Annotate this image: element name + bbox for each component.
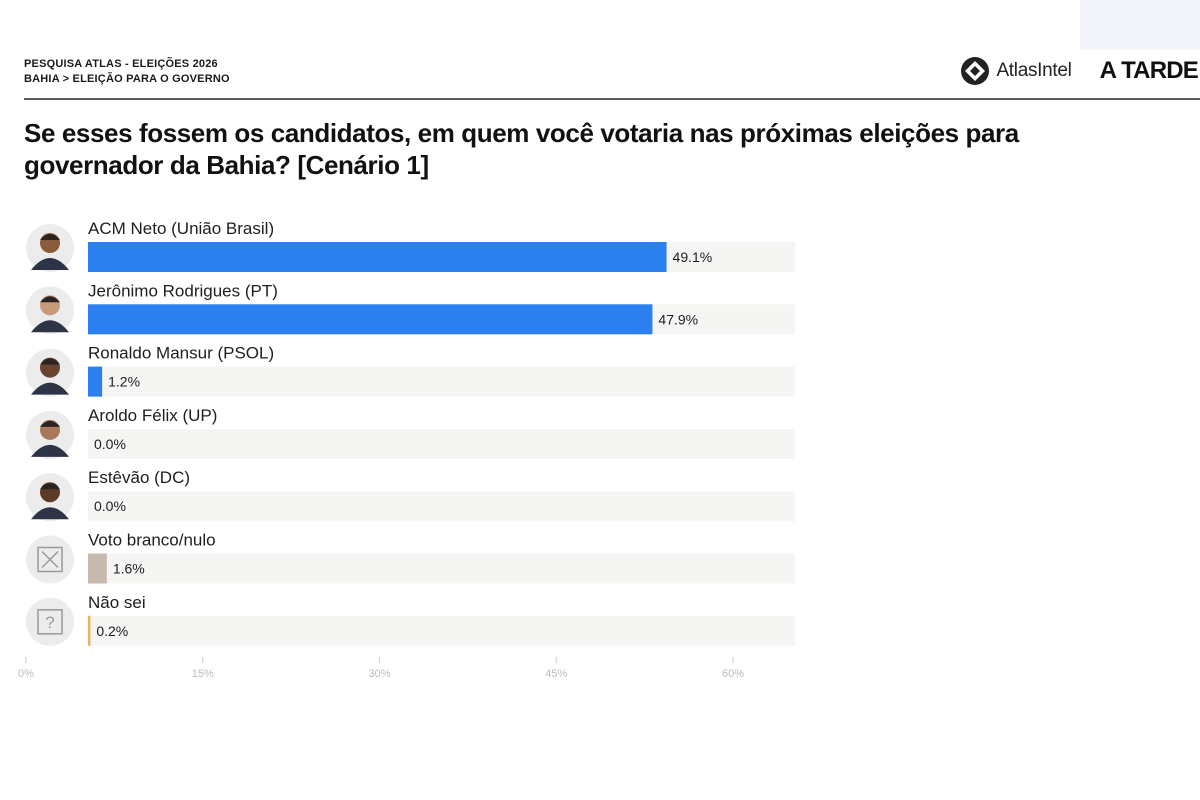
bar-row: ACM Neto (União Brasil) 49.1% xyxy=(26,219,795,272)
category-label: Voto branco/nulo xyxy=(88,531,216,550)
category-label: Jerônimo Rodrigues (PT) xyxy=(88,281,278,300)
bar xyxy=(88,242,667,272)
avatar-person-icon xyxy=(31,482,69,520)
avatar-person-icon xyxy=(31,357,69,395)
atlasintel-logo: AtlasIntel xyxy=(960,56,1072,86)
question-box-icon: ? xyxy=(37,609,63,635)
atarde-logo: A TARDE xyxy=(1099,57,1199,84)
bar-track xyxy=(88,366,795,397)
brand-logos: AtlasIntel A TARDE xyxy=(960,54,1200,88)
breadcrumb: BAHIA > ELEIÇÃO PARA O GOVERNO xyxy=(24,73,230,85)
survey-header: PESQUISA ATLAS - ELEIÇÕES 2026 BAHIA > E… xyxy=(24,57,230,87)
category-label: Aroldo Félix (UP) xyxy=(88,406,217,425)
bar-row: ? Não sei 0.2% xyxy=(26,593,795,646)
value-label: 47.9% xyxy=(658,311,698,327)
survey-title: PESQUISA ATLAS - ELEIÇÕES 2026 xyxy=(24,58,218,70)
chart-title: Se esses fossem os candidatos, em quem v… xyxy=(24,118,1019,180)
x-tick-label: 45% xyxy=(545,668,567,680)
bar xyxy=(88,304,653,335)
category-label: Não sei xyxy=(88,593,146,612)
bar-track xyxy=(88,615,795,646)
value-label: 49.1% xyxy=(673,249,713,265)
bar-row: Aroldo Félix (UP) 0.0% xyxy=(26,406,795,459)
bar-row: Jerônimo Rodrigues (PT) 47.9% xyxy=(26,281,795,335)
bar-row: Voto branco/nulo 1.6% xyxy=(26,531,795,584)
bar-row: Estêvão (DC) 0.0% xyxy=(26,468,795,522)
avatar-person-icon xyxy=(31,233,69,270)
value-label: 1.2% xyxy=(108,374,140,390)
bar-track xyxy=(88,553,795,584)
bar-track xyxy=(88,428,795,459)
value-label: 1.6% xyxy=(113,561,145,577)
bar-row: Ronaldo Mansur (PSOL) 1.2% xyxy=(26,344,795,397)
avatar-person-icon xyxy=(31,295,69,333)
category-label: ACM Neto (União Brasil) xyxy=(88,219,274,238)
bar-track xyxy=(88,491,795,522)
avatar-person-icon xyxy=(31,419,69,457)
x-tick-label: 0% xyxy=(18,668,34,680)
corner-block xyxy=(1080,0,1200,50)
value-label: 0.0% xyxy=(94,498,126,514)
atlasintel-mark-icon xyxy=(961,57,990,85)
value-label: 0.2% xyxy=(96,623,128,639)
atlasintel-name: AtlasIntel xyxy=(996,60,1072,81)
header-divider xyxy=(24,98,1200,100)
category-label: Estêvão (DC) xyxy=(88,468,190,487)
x-tick-label: 30% xyxy=(368,668,390,680)
x-box-icon xyxy=(37,546,63,573)
bar xyxy=(88,553,107,584)
value-label: 0.0% xyxy=(94,436,126,452)
bar xyxy=(88,366,103,397)
category-label: Ronaldo Mansur (PSOL) xyxy=(88,344,274,363)
x-tick-label: 60% xyxy=(722,668,744,680)
bar xyxy=(88,615,91,646)
x-tick-label: 15% xyxy=(192,668,214,680)
svg-text:?: ? xyxy=(45,613,54,632)
